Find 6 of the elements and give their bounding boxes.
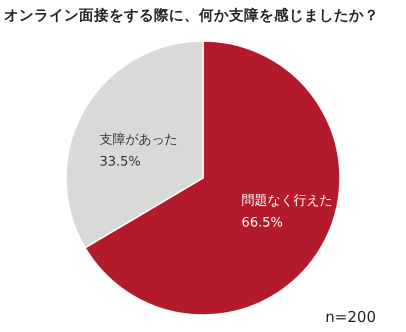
slice-label: 支障があった [99,132,178,148]
data-label: 33.5% [99,154,141,170]
chart-title: オンライン面接をする際に、何か支障を感じましたか？ [4,6,379,24]
data-label: 66.5% [242,216,283,231]
text: n=200 [325,308,376,326]
slice-label: 問題なく行えた [242,194,333,209]
